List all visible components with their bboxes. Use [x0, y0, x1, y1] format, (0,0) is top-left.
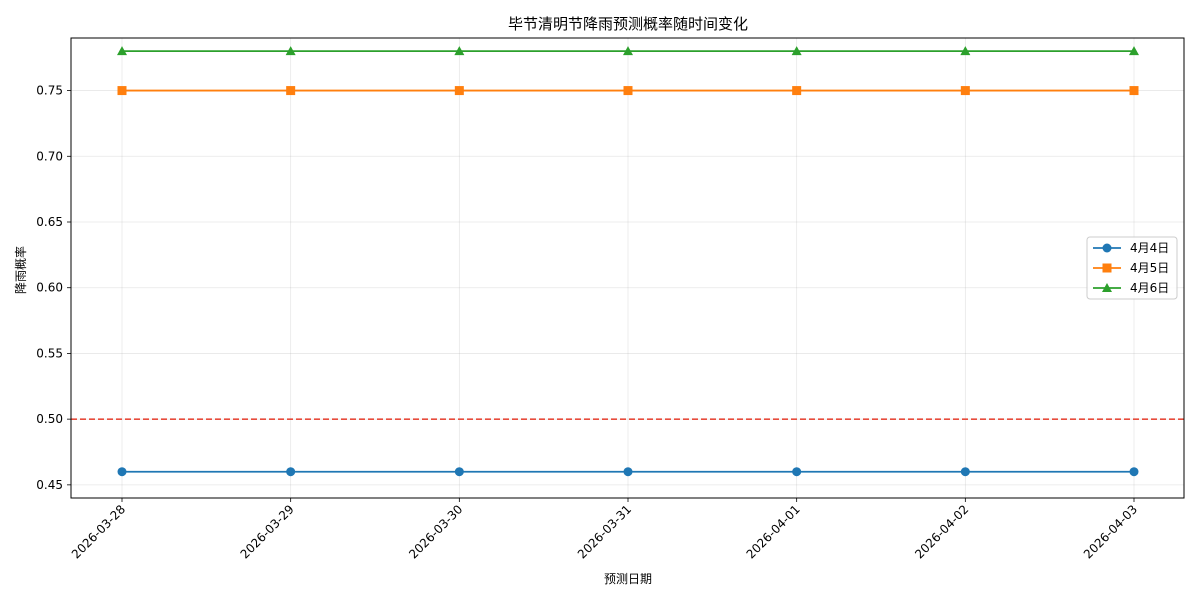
data-point — [792, 86, 802, 96]
data-point — [454, 86, 464, 96]
legend-marker — [1102, 283, 1112, 292]
y-axis-label: 降雨概率 — [13, 246, 28, 294]
x-tick-label: 2026-03-28 — [69, 502, 128, 561]
data-point — [623, 86, 633, 96]
data-point — [960, 86, 970, 96]
data-point — [1129, 86, 1139, 96]
legend-entry: 4月5日 — [1130, 261, 1169, 275]
series-group — [117, 46, 1139, 477]
y-tick-label: 0.50 — [36, 412, 63, 426]
legend: 4月4日 4月5日 4月6日 — [1086, 236, 1178, 300]
legend-marker — [1102, 263, 1112, 273]
y-tick-label: 0.60 — [36, 281, 63, 295]
y-tick-label: 0.65 — [36, 215, 63, 229]
data-point — [791, 46, 802, 56]
legend-entry: 4月6日 — [1130, 281, 1169, 295]
data-point — [792, 467, 802, 477]
data-point — [454, 467, 464, 477]
data-point — [960, 46, 971, 56]
y-tick-label: 0.75 — [36, 84, 63, 98]
series-3 — [117, 46, 1139, 56]
data-point — [117, 46, 127, 56]
x-tick-label: 2026-03-31 — [575, 502, 634, 561]
plot-frame — [70, 37, 1185, 499]
chart-title: 毕节清明节降雨预测概率随时间变化 — [508, 15, 748, 33]
x-tick-label: 2026-04-03 — [1081, 502, 1140, 561]
legend-marker — [1102, 243, 1112, 253]
legend-box — [1086, 236, 1178, 300]
series-2 — [117, 86, 1139, 96]
series-1 — [117, 467, 1139, 477]
x-axis-ticks: 2026-03-28 2026-03-29 2026-03-30 2026-03-31… — [69, 498, 1140, 561]
legend-entry: 4月4日 — [1130, 241, 1169, 255]
x-tick-label: 2026-03-30 — [406, 502, 465, 561]
y-tick-label: 0.70 — [36, 149, 63, 163]
data-point — [960, 467, 970, 477]
data-point — [623, 467, 633, 477]
data-point — [454, 46, 465, 56]
y-tick-label: 0.45 — [36, 478, 63, 492]
data-point — [1129, 46, 1139, 56]
data-point — [285, 46, 296, 56]
data-point — [286, 86, 296, 96]
x-tick-label: 2026-04-02 — [912, 502, 971, 561]
data-point — [117, 86, 127, 96]
data-point — [1129, 467, 1139, 477]
data-point — [286, 467, 296, 477]
x-tick-label: 2026-04-01 — [744, 502, 803, 561]
data-point — [623, 46, 633, 56]
y-tick-label: 0.55 — [36, 346, 63, 360]
data-point — [117, 467, 127, 477]
grid — [71, 38, 1184, 498]
y-axis-ticks: 0.45 0.50 0.55 0.60 0.65 0.70 0.75 — [36, 84, 71, 492]
x-tick-label: 2026-03-29 — [238, 502, 297, 561]
x-axis-label: 预测日期 — [604, 572, 652, 586]
